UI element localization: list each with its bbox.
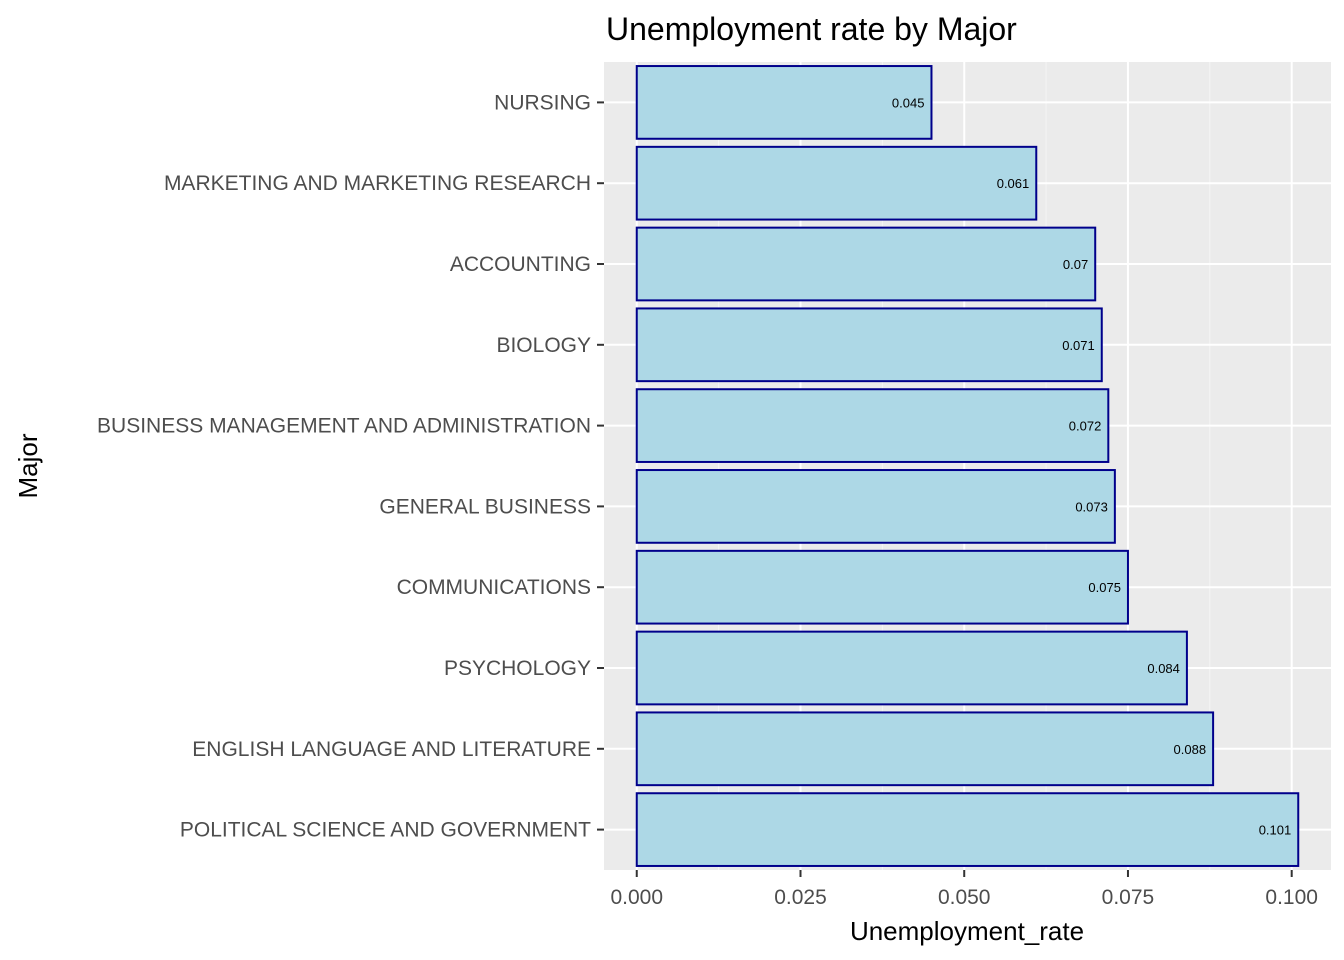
x-tick-label: 0.075 <box>1102 886 1155 909</box>
bar <box>635 65 933 140</box>
chart-title: Unemployment rate by Major <box>606 11 1017 47</box>
x-tick-label: 0.025 <box>774 886 827 909</box>
y-tick-label: PSYCHOLOGY <box>444 657 591 680</box>
y-tick-label: GENERAL BUSINESS <box>379 495 591 518</box>
bar-value-label: 0.072 <box>1069 419 1102 434</box>
bar <box>635 145 1038 221</box>
y-tick-label: NURSING <box>494 91 591 114</box>
bar-value-label: 0.045 <box>892 95 925 110</box>
x-axis: 0.000 0.025 0.050 0.075 0.100 <box>610 870 1318 909</box>
y-tick-label: MARKETING AND MARKETING RESEARCH <box>164 172 591 195</box>
x-tick-label: 0.000 <box>610 886 663 909</box>
bar <box>635 307 1103 383</box>
x-axis-title: Unemployment_rate <box>850 916 1084 946</box>
bar <box>635 549 1129 625</box>
bar-value-label: 0.07 <box>1063 257 1088 272</box>
bar-value-label: 0.073 <box>1075 499 1108 514</box>
y-axis-title: Major <box>13 433 43 498</box>
bar-value-label: 0.088 <box>1174 742 1207 757</box>
bar-value-label: 0.101 <box>1259 823 1292 838</box>
bar-value-labels: 0.045 0.061 0.07 0.071 0.072 0.073 0.075 0.084 0… <box>892 95 1291 837</box>
x-tick-label: 0.100 <box>1265 886 1318 909</box>
y-tick-label: BIOLOGY <box>496 334 591 357</box>
bars <box>635 65 1300 867</box>
y-tick-label: COMMUNICATIONS <box>397 576 591 599</box>
bar <box>635 388 1110 463</box>
bar-value-label: 0.061 <box>997 176 1030 191</box>
y-tick-label: ACCOUNTING <box>450 253 591 276</box>
x-tick-label: 0.050 <box>938 886 991 909</box>
y-tick-label: POLITICAL SCIENCE AND GOVERNMENT <box>180 819 591 842</box>
bar <box>635 711 1215 787</box>
y-axis: NURSING MARKETING AND MARKETING RESEARCH A… <box>97 91 604 842</box>
y-tick-label: BUSINESS MANAGEMENT AND ADMINISTRATION <box>97 415 591 438</box>
bar <box>635 226 1097 302</box>
bar <box>635 469 1116 544</box>
y-tick-label: ENGLISH LANGUAGE AND LITERATURE <box>192 738 591 761</box>
bar-value-label: 0.075 <box>1088 580 1121 595</box>
bar-value-label: 0.084 <box>1147 661 1180 676</box>
bar-value-label: 0.071 <box>1062 338 1095 353</box>
bar <box>635 792 1300 867</box>
bar <box>635 630 1188 706</box>
